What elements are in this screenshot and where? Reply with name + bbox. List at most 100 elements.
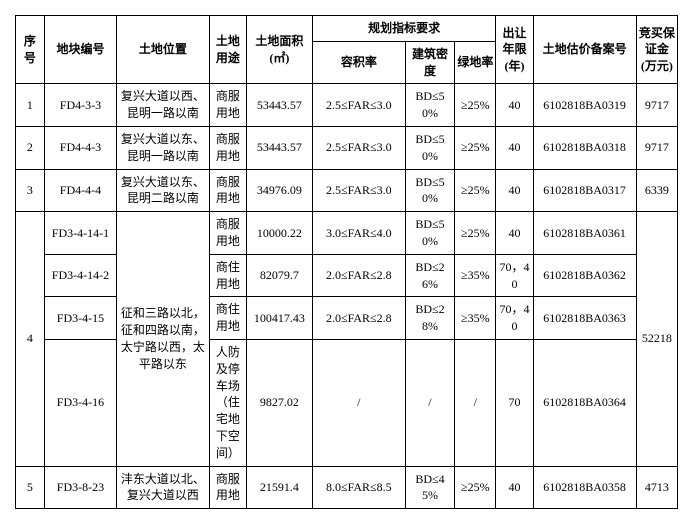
cell-area: 9827.02: [246, 339, 312, 466]
cell-parcel: FD3-4-15: [44, 297, 116, 340]
cell-far: 2.0≤FAR≤2.8: [312, 297, 405, 340]
cell-density: BD≤50%: [405, 126, 454, 169]
cell-deposit: 6339: [636, 169, 677, 212]
cell-parcel: FD3-4-14-2: [44, 254, 116, 297]
table-header: 序号 地块编号 土地位置 土地用途 土地面积(㎡) 规划指标要求 出让年限(年)…: [16, 16, 678, 84]
cell-area: 53443.57: [246, 84, 312, 127]
cell-green: ≥25%: [455, 212, 496, 255]
cell-density: BD≤26%: [405, 254, 454, 297]
cell-density: BD≤50%: [405, 169, 454, 212]
cell-far: 2.0≤FAR≤2.8: [312, 254, 405, 297]
cell-location: 征和三路以北，征和四路以南，太宁路以西，太平路以东: [117, 212, 210, 466]
cell-location: 复兴大道以东、昆明一路以南: [117, 126, 210, 169]
cell-years: 70，40: [496, 297, 533, 340]
table-row: FD3-4-15 商住用地 100417.43 2.0≤FAR≤2.8 BD≤2…: [16, 297, 678, 340]
table-row: 2 FD4-4-3 复兴大道以东、昆明一路以南 商服用地 53443.57 2.…: [16, 126, 678, 169]
cell-deposit: 52218: [636, 212, 677, 466]
cell-use: 商住用地: [209, 297, 246, 340]
cell-use: 商住用地: [209, 254, 246, 297]
header-deposit: 竞买保证金(万元): [636, 16, 677, 84]
table-row: FD3-4-16 人防及停车场（住宅地下空间） 9827.02 / / / 70…: [16, 339, 678, 466]
cell-years: 40: [496, 169, 533, 212]
header-parcel-id: 地块编号: [44, 16, 116, 84]
cell-area: 21591.4: [246, 466, 312, 509]
cell-density: BD≤45%: [405, 466, 454, 509]
cell-density: BD≤50%: [405, 212, 454, 255]
cell-seq: 2: [16, 126, 45, 169]
cell-years: 70: [496, 339, 533, 466]
table-row: 1 FD4-3-3 复兴大道以西、昆明一路以南 商服用地 53443.57 2.…: [16, 84, 678, 127]
header-land-use: 土地用途: [209, 16, 246, 84]
header-seq: 序号: [16, 16, 45, 84]
header-years: 出让年限(年): [496, 16, 533, 84]
header-planning-group: 规划指标要求: [312, 16, 496, 42]
cell-case: 6102818BA0318: [533, 126, 636, 169]
cell-deposit: 9717: [636, 84, 677, 127]
cell-seq: 1: [16, 84, 45, 127]
cell-use: 商服用地: [209, 84, 246, 127]
table-body: 1 FD4-3-3 复兴大道以西、昆明一路以南 商服用地 53443.57 2.…: [16, 84, 678, 509]
cell-years: 40: [496, 126, 533, 169]
cell-seq: 3: [16, 169, 45, 212]
cell-location: 沣东大道以北、复兴大道以西: [117, 466, 210, 509]
cell-parcel: FD3-4-14-1: [44, 212, 116, 255]
cell-far: 3.0≤FAR≤4.0: [312, 212, 405, 255]
cell-use: 人防及停车场（住宅地下空间）: [209, 339, 246, 466]
land-transfer-table: 序号 地块编号 土地位置 土地用途 土地面积(㎡) 规划指标要求 出让年限(年)…: [15, 15, 678, 509]
cell-deposit: 4713: [636, 466, 677, 509]
cell-seq: 5: [16, 466, 45, 509]
table-row: 3 FD4-4-4 复兴大道以东、昆明二路以南 商服用地 34976.09 2.…: [16, 169, 678, 212]
cell-green: /: [455, 339, 496, 466]
cell-case: 6102818BA0358: [533, 466, 636, 509]
header-area: 土地面积(㎡): [246, 16, 312, 84]
cell-parcel: FD3-8-23: [44, 466, 116, 509]
header-green: 绿地率: [455, 41, 496, 84]
cell-case: 6102818BA0317: [533, 169, 636, 212]
cell-far: 2.5≤FAR≤3.0: [312, 84, 405, 127]
cell-density: BD≤28%: [405, 297, 454, 340]
cell-parcel: FD4-3-3: [44, 84, 116, 127]
cell-years: 40: [496, 84, 533, 127]
cell-case: 6102818BA0362: [533, 254, 636, 297]
cell-case: 6102818BA0363: [533, 297, 636, 340]
cell-seq: 4: [16, 212, 45, 466]
cell-density: /: [405, 339, 454, 466]
cell-green: ≥25%: [455, 466, 496, 509]
header-case-no: 土地估价备案号: [533, 16, 636, 84]
cell-years: 40: [496, 466, 533, 509]
header-density: 建筑密度: [405, 41, 454, 84]
cell-green: ≥25%: [455, 126, 496, 169]
header-far: 容积率: [312, 41, 405, 84]
cell-case: 6102818BA0361: [533, 212, 636, 255]
cell-use: 商服用地: [209, 169, 246, 212]
cell-green: ≥35%: [455, 297, 496, 340]
cell-far: 2.5≤FAR≤3.0: [312, 126, 405, 169]
cell-far: /: [312, 339, 405, 466]
cell-area: 82079.7: [246, 254, 312, 297]
header-location: 土地位置: [117, 16, 210, 84]
cell-parcel: FD4-4-4: [44, 169, 116, 212]
cell-use: 商服用地: [209, 126, 246, 169]
cell-area: 10000.22: [246, 212, 312, 255]
cell-years: 40: [496, 212, 533, 255]
cell-far: 2.5≤FAR≤3.0: [312, 169, 405, 212]
cell-years: 70，40: [496, 254, 533, 297]
cell-area: 100417.43: [246, 297, 312, 340]
cell-green: ≥25%: [455, 84, 496, 127]
cell-green: ≥35%: [455, 254, 496, 297]
cell-area: 34976.09: [246, 169, 312, 212]
cell-location: 复兴大道以西、昆明一路以南: [117, 84, 210, 127]
cell-case: 6102818BA0364: [533, 339, 636, 466]
cell-use: 商服用地: [209, 212, 246, 255]
cell-far: 8.0≤FAR≤8.5: [312, 466, 405, 509]
cell-area: 53443.57: [246, 126, 312, 169]
cell-parcel: FD3-4-16: [44, 339, 116, 466]
cell-density: BD≤50%: [405, 84, 454, 127]
cell-case: 6102818BA0319: [533, 84, 636, 127]
table-row: FD3-4-14-2 商住用地 82079.7 2.0≤FAR≤2.8 BD≤2…: [16, 254, 678, 297]
cell-parcel: FD4-4-3: [44, 126, 116, 169]
cell-deposit: 9717: [636, 126, 677, 169]
cell-location: 复兴大道以东、昆明二路以南: [117, 169, 210, 212]
cell-green: ≥25%: [455, 169, 496, 212]
cell-use: 商服用地: [209, 466, 246, 509]
